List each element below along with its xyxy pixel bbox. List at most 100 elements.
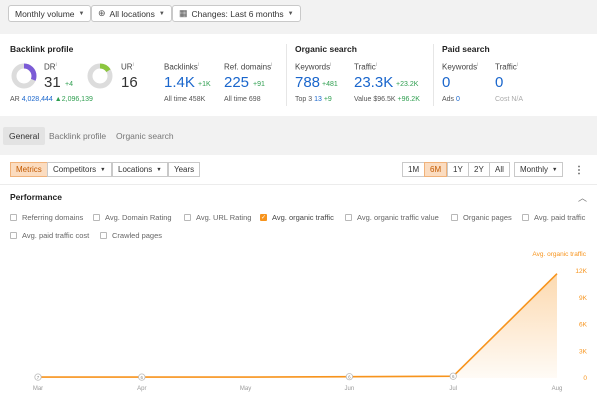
traffic-value-row: Value $96.5K +96.2K <box>354 96 420 103</box>
cost-row: Cost N/A <box>495 96 524 103</box>
top3-row: Top 3 13 +9 <box>295 96 332 103</box>
y-tick-label: 6K <box>579 322 588 329</box>
checkbox-organic-pages[interactable]: Organic pages <box>451 213 512 222</box>
range-2y-button[interactable]: 2Y <box>468 162 490 177</box>
checkbox-box <box>451 214 458 221</box>
checkbox-label: Organic pages <box>463 213 512 222</box>
checkbox-box <box>184 214 191 221</box>
calendar-icon: ▦ <box>179 8 188 18</box>
tab-organic-search[interactable]: Organic search <box>116 131 174 141</box>
checkbox-avg-paid-traffic-cost[interactable]: Avg. paid traffic cost <box>10 231 89 240</box>
y-tick-label: 3K <box>579 348 588 355</box>
paid-traffic-value[interactable]: 0 <box>495 74 504 91</box>
y-tick-label: 9K <box>579 295 588 302</box>
x-tick-label: Apr <box>137 386 146 392</box>
ur-value: 16 <box>121 74 138 91</box>
chevron-down-icon: ▼ <box>287 10 294 17</box>
overview-card: Backlink profile DRi 31 +4 AR 4,028,444 … <box>0 34 597 116</box>
range-1m-button[interactable]: 1M <box>402 162 426 177</box>
changes-dropdown[interactable]: ▦ Changes: Last 6 months ▼ <box>172 5 301 22</box>
chevron-down-icon: ▼ <box>78 10 85 17</box>
years-button[interactable]: Years <box>168 162 201 177</box>
ads-row: Ads 0 <box>442 96 460 103</box>
checkbox-label: Referring domains <box>22 213 84 222</box>
filter-bar: Monthly volume ▼ ⊕ All locations ▼ ▦ Cha… <box>0 0 597 28</box>
checkbox-box <box>345 214 352 221</box>
checkbox-referring-domains[interactable]: Referring domains <box>10 213 83 222</box>
checkbox-label: Avg. URL Rating <box>196 213 252 222</box>
collapse-chevron-icon[interactable]: ︿ <box>578 193 588 203</box>
locations-dropdown[interactable]: ⊕ All locations ▼ <box>91 5 172 22</box>
checkbox-avg-organic-traffic-value[interactable]: Avg. organic traffic value <box>345 213 439 222</box>
changes-dropdown-label: Changes: Last 6 months <box>191 8 284 19</box>
paid-traffic-label[interactable]: Traffici <box>495 62 518 72</box>
divider <box>286 44 287 106</box>
locations-dropdown-label: All locations <box>109 8 155 19</box>
x-tick-label: May <box>240 386 251 392</box>
checkbox-box <box>93 214 100 221</box>
dr-donut-icon <box>11 63 37 89</box>
tab-general[interactable]: General <box>3 127 46 145</box>
checkbox-box <box>100 232 107 239</box>
locations-filter-dropdown[interactable]: Locations ▼ <box>112 162 168 177</box>
checkbox-avg-organic-traffic[interactable]: ✓ Avg. organic traffic <box>260 213 334 222</box>
checkbox-label: Avg. paid traffic <box>534 213 586 222</box>
metrics-button[interactable]: Metrics <box>10 162 48 177</box>
ref-domains-label[interactable]: Ref. domainsi <box>224 62 273 72</box>
checkbox-label: Avg. organic traffic <box>272 213 334 222</box>
dr-delta: +4 <box>65 81 73 88</box>
divider <box>0 184 597 185</box>
dr-value: 31 <box>44 74 61 91</box>
tab-backlink-profile[interactable]: Backlink profile <box>49 131 107 141</box>
competitors-dropdown[interactable]: Competitors ▼ <box>47 162 112 177</box>
paid-keywords-value[interactable]: 0 <box>442 74 451 91</box>
ref-domains-alltime: All time 698 <box>224 96 261 103</box>
organic-traffic-label[interactable]: Traffici <box>354 62 377 72</box>
ar-value[interactable]: 4,028,444 <box>21 96 53 103</box>
ar-row: AR 4,028,444 ▲2,096,139 <box>10 96 93 103</box>
dr-label[interactable]: DRi <box>44 62 57 72</box>
range-6m-button[interactable]: 6M <box>424 162 448 177</box>
backlinks-value[interactable]: 1.4K <box>164 74 195 91</box>
ar-label: AR <box>10 96 20 103</box>
checkbox-crawled-pages[interactable]: Crawled pages <box>100 231 162 240</box>
report-tabs: General Backlink profile Organic search <box>0 124 597 148</box>
organic-traffic-delta: +23.2K <box>396 81 419 88</box>
checkbox-label: Crawled pages <box>112 231 163 240</box>
backlinks-label[interactable]: Backlinksi <box>164 62 199 72</box>
ref-domains-value[interactable]: 225 <box>224 74 250 91</box>
checkbox-avg-paid-traffic[interactable]: Avg. paid traffic <box>522 213 585 222</box>
checkbox-label: Avg. organic traffic value <box>357 213 439 222</box>
divider <box>433 44 434 106</box>
annotation-label: 6 <box>141 375 144 380</box>
x-tick-label: Aug <box>552 386 563 392</box>
chevron-down-icon: ▼ <box>552 166 558 173</box>
volume-dropdown[interactable]: Monthly volume ▼ <box>8 5 92 22</box>
more-options-icon[interactable]: ⋮ <box>574 165 584 176</box>
chevron-down-icon: ▼ <box>100 166 106 173</box>
ur-label[interactable]: URi <box>121 62 134 72</box>
organic-keywords-label[interactable]: Keywordsi <box>295 62 332 72</box>
y-tick-label: 12K <box>575 268 587 275</box>
backlink-profile-title: Backlink profile <box>10 44 74 54</box>
organic-keywords-value[interactable]: 788 <box>295 74 321 91</box>
checkmark-icon: ✓ <box>260 214 267 221</box>
chevron-down-icon: ▼ <box>158 10 165 17</box>
annotation-label: 6 <box>452 374 455 379</box>
series-area <box>38 273 557 378</box>
chevron-down-icon: ▼ <box>156 166 162 173</box>
organic-traffic-value[interactable]: 23.3K <box>354 74 394 91</box>
ur-donut-icon <box>87 63 113 89</box>
interval-dropdown[interactable]: Monthly ▼ <box>514 162 564 177</box>
annotation-marker <box>449 372 457 380</box>
volume-dropdown-label: Monthly volume <box>15 8 75 19</box>
performance-chart: Avg. organic traffic 12K 9K 6K 3K 0 Mar Apr May J… <box>33 251 588 392</box>
range-all-button[interactable]: All <box>489 162 510 177</box>
checkbox-avg-url-rating[interactable]: Avg. URL Rating <box>184 213 251 222</box>
range-1y-button[interactable]: 1Y <box>447 162 469 177</box>
annotation-label: 7 <box>37 375 40 380</box>
paid-keywords-label[interactable]: Keywordsi <box>442 62 479 72</box>
performance-panel: Metrics Competitors ▼ Locations ▼ Years 1M… <box>0 155 597 401</box>
annotation-label: 6 <box>348 374 351 379</box>
checkbox-avg-domain-rating[interactable]: Avg. Domain Rating <box>93 213 172 222</box>
